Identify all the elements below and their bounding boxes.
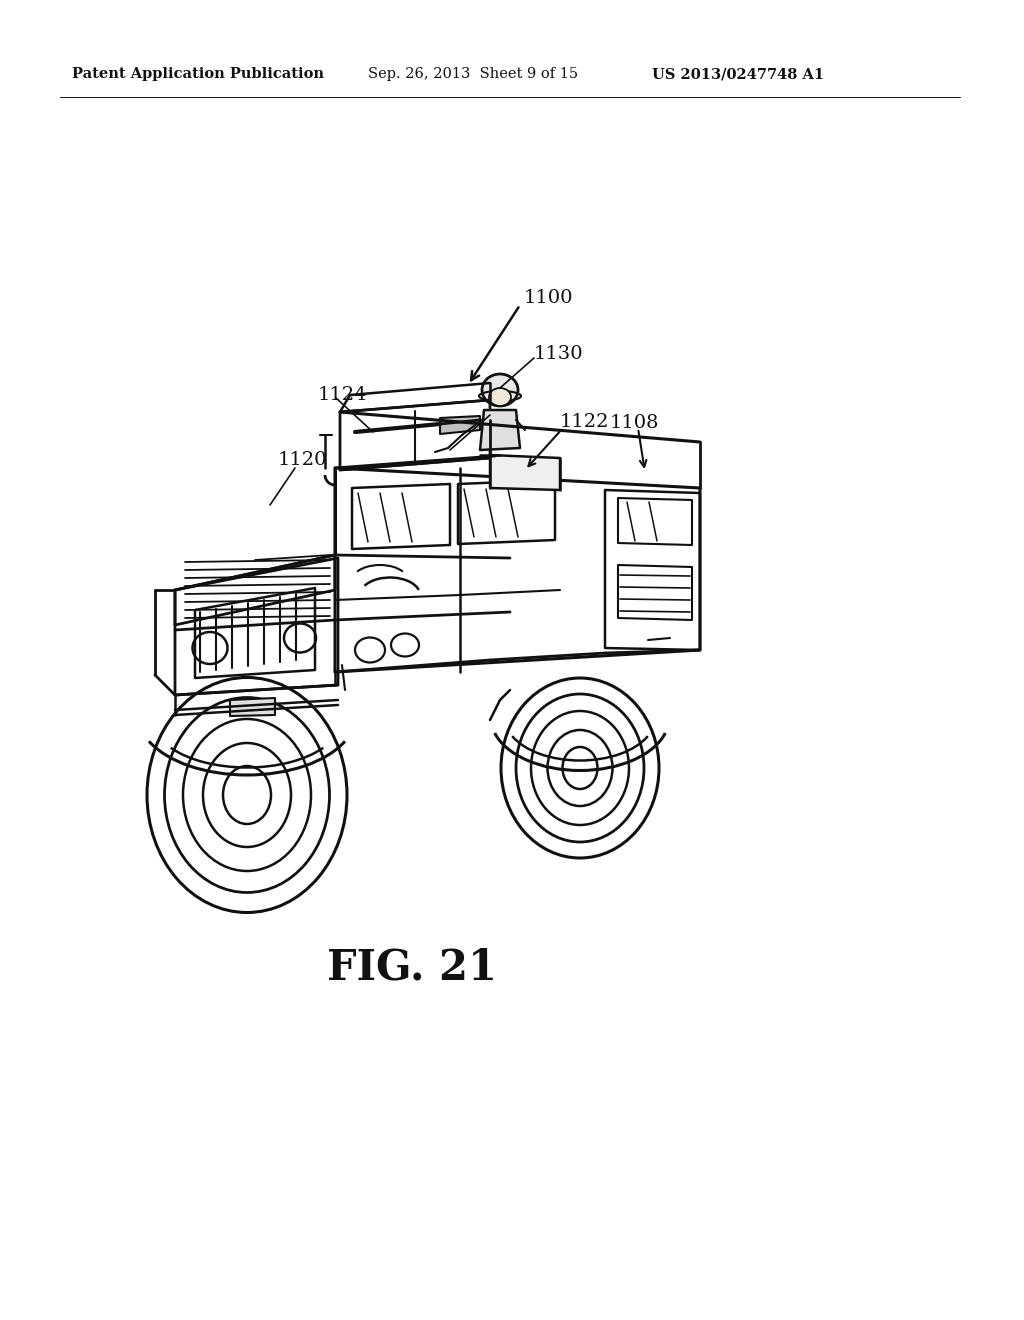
Text: Sep. 26, 2013  Sheet 9 of 15: Sep. 26, 2013 Sheet 9 of 15 (368, 67, 579, 81)
Text: US 2013/0247748 A1: US 2013/0247748 A1 (652, 67, 824, 81)
Polygon shape (230, 698, 275, 715)
Ellipse shape (482, 374, 518, 407)
Text: 1120: 1120 (278, 451, 328, 469)
Text: 1122: 1122 (560, 413, 609, 432)
Polygon shape (480, 411, 520, 450)
Polygon shape (440, 416, 480, 434)
Text: 1108: 1108 (610, 414, 659, 432)
Text: FIG. 21: FIG. 21 (327, 946, 497, 989)
Text: 1100: 1100 (524, 289, 573, 308)
Polygon shape (490, 455, 560, 490)
Ellipse shape (489, 388, 511, 407)
Text: 1130: 1130 (534, 345, 584, 363)
Text: 1124: 1124 (318, 385, 368, 404)
Text: Patent Application Publication: Patent Application Publication (72, 67, 324, 81)
